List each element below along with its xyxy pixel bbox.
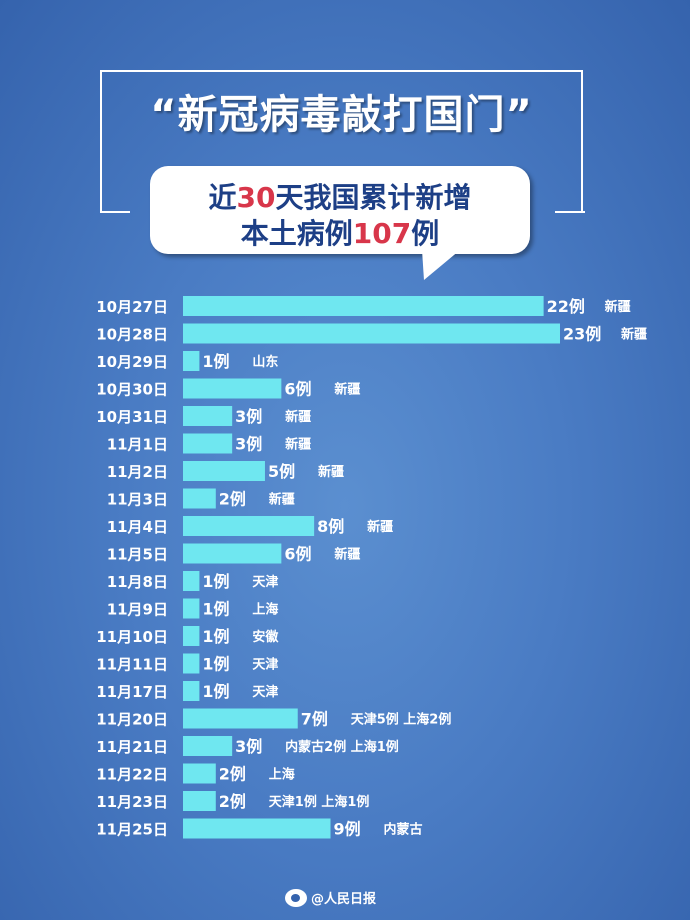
value-label: 3例 xyxy=(235,737,262,756)
date-label: 11月17日 xyxy=(96,683,168,701)
region-label: 上海 xyxy=(252,602,278,618)
date-label: 10月28日 xyxy=(96,326,168,344)
value-label: 1例 xyxy=(202,352,229,371)
frame-corner-right xyxy=(555,211,585,213)
date-label: 11月5日 xyxy=(107,546,168,564)
subtitle-case-count: 107 xyxy=(352,217,412,250)
value-label: 9例 xyxy=(334,820,361,839)
date-label: 11月21日 xyxy=(96,738,168,756)
region-label: 新疆 xyxy=(621,327,647,343)
bar xyxy=(183,351,200,371)
region-label: 新疆 xyxy=(285,409,311,425)
value-label: 1例 xyxy=(202,600,229,619)
weibo-icon xyxy=(285,888,307,907)
bar xyxy=(183,406,233,426)
region-label: 新疆 xyxy=(334,547,360,563)
value-label: 5例 xyxy=(268,462,295,481)
date-label: 10月30日 xyxy=(96,381,168,399)
region-label: 上海 xyxy=(269,767,295,783)
region-label: 新疆 xyxy=(318,464,344,480)
bar xyxy=(183,378,282,399)
date-label: 11月8日 xyxy=(107,573,168,591)
page-title: “新冠病毒敲打国门” xyxy=(150,92,533,138)
date-label: 11月20日 xyxy=(96,711,168,729)
date-label: 11月11日 xyxy=(96,656,168,674)
bar xyxy=(183,818,331,839)
subtitle-line-1-pre: 近 xyxy=(208,181,237,214)
bar xyxy=(183,543,282,564)
region-label: 新疆 xyxy=(269,492,295,508)
bar xyxy=(183,571,200,591)
value-label: 1例 xyxy=(202,682,229,701)
subtitle-line-2: 本土病例107例 xyxy=(150,212,530,252)
frame-corner-left xyxy=(100,211,130,213)
date-label: 10月31日 xyxy=(96,408,168,426)
bar xyxy=(183,763,216,784)
subtitle-line-1: 近30天我国累计新增 xyxy=(150,176,530,216)
region-label: 天津1例 上海1例 xyxy=(269,794,370,810)
region-label: 新疆 xyxy=(334,382,360,398)
watermark: @人民日报 xyxy=(285,888,376,907)
subtitle-line-2-pre: 本土病例 xyxy=(240,217,353,250)
value-label: 1例 xyxy=(202,572,229,591)
bar xyxy=(183,323,560,344)
region-label: 内蒙古 xyxy=(384,822,423,838)
date-label: 10月29日 xyxy=(96,353,168,371)
bar xyxy=(183,791,216,811)
date-label: 11月22日 xyxy=(96,766,168,784)
region-label: 新疆 xyxy=(367,519,393,535)
subtitle-day-count: 30 xyxy=(236,181,276,214)
bar xyxy=(183,681,200,701)
region-label: 安徽 xyxy=(252,629,279,645)
value-label: 6例 xyxy=(284,545,311,564)
value-label: 2例 xyxy=(219,792,246,811)
region-label: 天津 xyxy=(252,657,278,673)
value-label: 2例 xyxy=(219,765,246,784)
region-label: 山东 xyxy=(252,354,278,370)
speech-bubble xyxy=(150,166,530,254)
bar xyxy=(183,598,200,619)
value-label: 3例 xyxy=(235,407,262,426)
date-label: 11月2日 xyxy=(107,463,168,481)
date-label: 11月25日 xyxy=(96,821,168,839)
region-label: 内蒙古2例 上海1例 xyxy=(285,739,399,755)
subtitle-line-1-post: 天我国累计新增 xyxy=(275,181,472,214)
date-label: 11月9日 xyxy=(107,601,168,619)
date-label: 11月4日 xyxy=(107,518,168,536)
value-label: 23例 xyxy=(563,325,601,344)
value-label: 1例 xyxy=(202,627,229,646)
bar xyxy=(183,708,298,729)
bar xyxy=(183,653,200,674)
value-label: 3例 xyxy=(235,435,262,454)
value-label: 6例 xyxy=(284,380,311,399)
value-label: 7例 xyxy=(301,710,328,729)
date-label: 11月1日 xyxy=(107,436,168,454)
region-label: 新疆 xyxy=(285,437,311,453)
bar xyxy=(183,433,233,454)
date-label: 11月23日 xyxy=(96,793,168,811)
bar xyxy=(183,461,265,481)
bar xyxy=(183,488,216,509)
title-frame xyxy=(100,70,583,212)
date-label: 10月27日 xyxy=(96,298,168,316)
date-label: 11月3日 xyxy=(107,491,168,509)
watermark-text: @人民日报 xyxy=(311,892,377,907)
value-label: 1例 xyxy=(202,655,229,674)
region-label: 天津 xyxy=(252,684,278,700)
bar xyxy=(183,626,200,646)
date-label: 11月10日 xyxy=(96,628,168,646)
region-label: 天津5例 上海2例 xyxy=(351,712,452,728)
bar xyxy=(183,736,233,756)
subtitle-line-2-post: 例 xyxy=(411,217,440,250)
region-label: 天津 xyxy=(252,574,278,590)
bar xyxy=(183,516,315,536)
value-label: 22例 xyxy=(547,297,585,316)
region-label: 新疆 xyxy=(605,299,631,315)
value-label: 8例 xyxy=(317,517,344,536)
bar xyxy=(183,296,544,316)
value-label: 2例 xyxy=(219,490,246,509)
